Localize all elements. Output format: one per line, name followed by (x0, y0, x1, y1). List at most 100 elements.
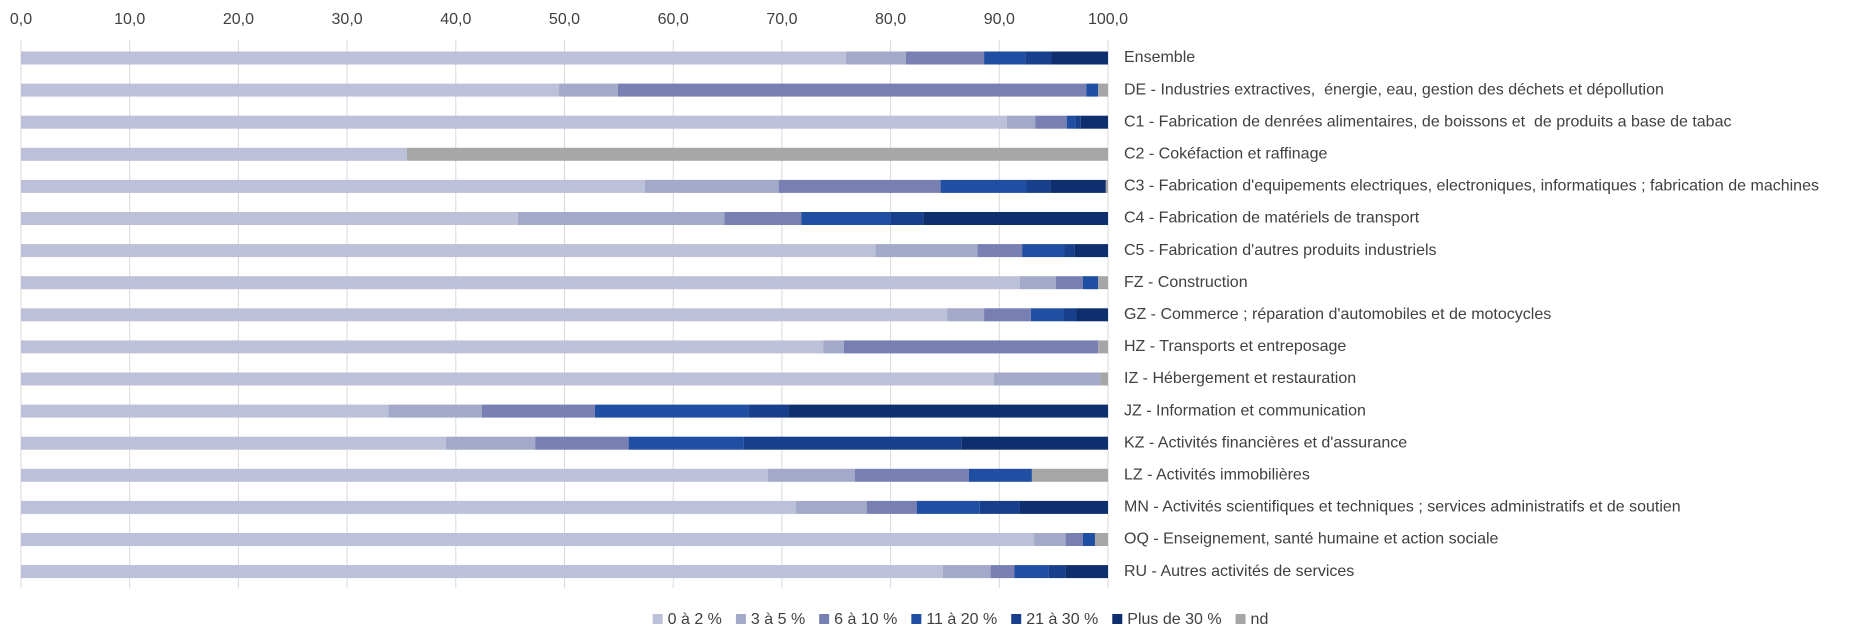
bar-segment (21, 468, 768, 482)
x-tick-label: 80,0 (875, 11, 906, 28)
legend-swatch (735, 614, 746, 624)
category-label: C3 - Fabrication d'equipements electriqu… (1124, 178, 1819, 195)
bar-segment (21, 308, 948, 322)
legend-swatch (1235, 614, 1246, 624)
bar-segment (1075, 115, 1081, 129)
bar-segment (990, 565, 1015, 579)
category-label: MN - Activités scientifiques et techniqu… (1124, 499, 1681, 516)
bar-segment (1074, 244, 1108, 258)
category-label: HZ - Transports et entreposage (1124, 338, 1346, 355)
category-label: RU - Autres activités de services (1124, 563, 1354, 580)
bar-segment (1098, 83, 1108, 97)
x-tick-label: 20,0 (223, 11, 254, 28)
bar-segment (1035, 115, 1067, 129)
category-label: LZ - Activités immobilières (1124, 467, 1310, 484)
bar-segment (788, 404, 1108, 418)
category-label: DE - Industries extractives, énergie, ea… (1124, 81, 1664, 98)
bar-segment (979, 500, 1020, 514)
category-label: GZ - Commerce ; réparation d'automobiles… (1124, 306, 1551, 323)
bar-segment (843, 340, 1099, 354)
bar-segment (801, 212, 891, 225)
bar-segment (846, 51, 906, 65)
bar-segment (1034, 533, 1066, 546)
bar-segment (961, 436, 1108, 450)
bar-segment (1105, 179, 1108, 193)
bar-segment (559, 83, 618, 97)
x-tick-label: 100,0 (1088, 11, 1128, 28)
legend-label: Plus de 30 % (1127, 611, 1221, 628)
bar-segment (21, 372, 994, 386)
bar-segment (1082, 533, 1095, 546)
bar-segment (628, 436, 744, 450)
bar-segment (823, 340, 844, 354)
bar-segment (1014, 565, 1049, 579)
bar-segment (1100, 372, 1108, 386)
bar-segment (984, 308, 1031, 322)
category-label: Ensemble (1124, 49, 1195, 66)
x-tick-label: 90,0 (984, 11, 1015, 28)
bar-segment (21, 436, 447, 450)
bar-segment (1025, 51, 1052, 65)
legend-swatch (911, 614, 922, 624)
bar-segment (21, 244, 876, 258)
bar-segment (940, 179, 1027, 193)
bar-segment (1076, 308, 1108, 322)
bar-segment (1026, 179, 1051, 193)
bar-segment (1066, 115, 1076, 129)
bar-segment (1082, 276, 1099, 290)
bar-segment (1065, 533, 1083, 546)
legend-swatch (819, 614, 830, 624)
bar-segment (1064, 244, 1075, 258)
bar-segment (517, 212, 725, 225)
bar-segment (923, 212, 1108, 225)
bar-segment (388, 404, 482, 418)
bar-segment (905, 51, 985, 65)
bar-segment (406, 147, 1108, 161)
x-tick-label: 70,0 (766, 11, 797, 28)
bar-segment (21, 51, 847, 65)
legend-swatch (652, 614, 663, 624)
bar-segment (535, 436, 629, 450)
bar-segment (977, 244, 1023, 258)
bar-segment (875, 244, 978, 258)
bar-segment (778, 179, 941, 193)
bar-segment (748, 404, 789, 418)
legend-swatch (1011, 614, 1022, 624)
bar-segment (1022, 244, 1065, 258)
bar-segment (1098, 340, 1108, 354)
bar-segment (1031, 468, 1108, 482)
category-label: C1 - Fabrication de denrées alimentaires… (1124, 113, 1731, 130)
category-label: FZ - Construction (1124, 274, 1248, 291)
bar-segment (21, 115, 1007, 129)
bar-segment (21, 565, 943, 579)
bar-segment (1055, 276, 1083, 290)
x-tick-label: 50,0 (549, 11, 580, 28)
bar-segment (796, 500, 867, 514)
x-tick-label: 10,0 (114, 11, 145, 28)
bar-segment (947, 308, 985, 322)
bar-segment (1019, 500, 1108, 514)
bar-segment (21, 276, 1020, 290)
bar-segment (1030, 308, 1064, 322)
bar-segment (446, 436, 536, 450)
bar-segment (866, 500, 917, 514)
bar-segment (1019, 276, 1056, 290)
category-label: C2 - Cokéfaction et raffinage (1124, 146, 1327, 163)
bar-segment (617, 83, 1087, 97)
bar-segment (21, 500, 797, 514)
bar-segment (767, 468, 855, 482)
bar-segment (1098, 276, 1108, 290)
bar-segment (1051, 51, 1108, 65)
bar-segment (481, 404, 595, 418)
bar-segment (984, 51, 1026, 65)
bar-segment (1063, 308, 1077, 322)
bar-segment (890, 212, 924, 225)
legend-label: 3 à 5 % (751, 611, 805, 628)
x-tick-label: 60,0 (658, 11, 689, 28)
legend-label: 11 à 20 % (926, 611, 997, 628)
bar-segment (1048, 565, 1066, 579)
category-label: OQ - Enseignement, santé humaine et acti… (1124, 531, 1499, 548)
bar-segment (644, 179, 779, 193)
bar-segment (21, 179, 645, 193)
